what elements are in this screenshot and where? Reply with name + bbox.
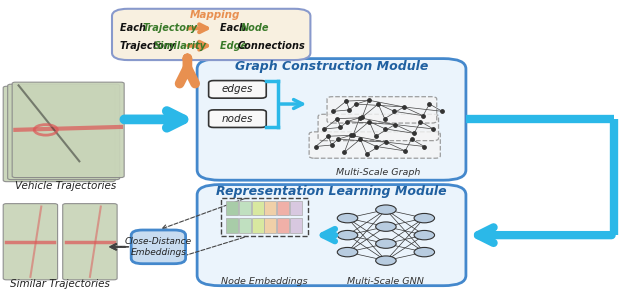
Point [351, 102, 361, 106]
Text: Node: Node [241, 23, 270, 33]
Point [346, 133, 356, 138]
Circle shape [376, 239, 396, 248]
FancyBboxPatch shape [209, 110, 266, 127]
Text: Graph Construction Module: Graph Construction Module [235, 60, 428, 73]
Point [319, 127, 330, 131]
Text: Each: Each [220, 23, 249, 33]
FancyBboxPatch shape [209, 81, 266, 98]
Circle shape [337, 247, 358, 257]
Bar [277, 218, 289, 233]
Point [428, 127, 438, 131]
Point [380, 127, 390, 131]
Point [399, 105, 409, 109]
Point [371, 134, 381, 139]
Point [328, 109, 339, 114]
Bar [290, 201, 302, 215]
FancyBboxPatch shape [197, 59, 466, 180]
Point [332, 116, 342, 121]
Point [341, 99, 351, 103]
Point [339, 150, 349, 155]
Text: Trajectory: Trajectory [143, 23, 198, 33]
Point [390, 122, 400, 127]
Point [357, 115, 367, 120]
Text: Multi-Scale GNN: Multi-Scale GNN [348, 277, 424, 286]
Circle shape [376, 222, 396, 231]
Point [364, 98, 374, 103]
Point [355, 115, 365, 120]
Circle shape [414, 213, 435, 223]
Point [415, 119, 426, 124]
FancyBboxPatch shape [327, 97, 436, 123]
Point [335, 125, 346, 130]
Text: Vehicle Trajectories: Vehicle Trajectories [15, 181, 116, 191]
Text: Edge: Edge [220, 41, 250, 51]
Bar [252, 218, 264, 233]
Circle shape [337, 213, 358, 223]
Point [333, 137, 343, 142]
FancyBboxPatch shape [197, 185, 466, 286]
FancyBboxPatch shape [3, 204, 58, 280]
Point [310, 144, 321, 149]
Bar [239, 218, 251, 233]
Circle shape [414, 230, 435, 240]
Text: Multi-Scale Graph: Multi-Scale Graph [336, 168, 420, 177]
Point [362, 151, 372, 156]
FancyBboxPatch shape [3, 86, 115, 182]
Circle shape [337, 230, 358, 240]
Bar [264, 218, 276, 233]
Point [355, 137, 365, 142]
Point [373, 102, 383, 106]
FancyBboxPatch shape [63, 204, 117, 280]
Text: Representation Learning Module: Representation Learning Module [216, 185, 447, 197]
FancyBboxPatch shape [8, 84, 120, 180]
Point [424, 102, 435, 106]
Text: Close-Distance
Embeddings: Close-Distance Embeddings [125, 237, 192, 257]
Text: Node Embeddings: Node Embeddings [221, 277, 308, 286]
Point [348, 132, 358, 137]
Text: Trajectory: Trajectory [120, 41, 178, 51]
Text: Connections: Connections [237, 41, 305, 51]
Point [409, 131, 419, 136]
Point [406, 137, 417, 142]
Bar [226, 201, 238, 215]
Point [437, 109, 447, 114]
Text: Mapping: Mapping [190, 10, 241, 20]
Point [400, 149, 410, 153]
Point [419, 144, 429, 149]
FancyBboxPatch shape [131, 230, 186, 264]
Point [380, 116, 390, 121]
Circle shape [414, 247, 435, 257]
FancyBboxPatch shape [112, 9, 310, 60]
Point [323, 134, 333, 139]
FancyBboxPatch shape [318, 114, 438, 141]
Text: Similar Trajectories: Similar Trajectories [10, 279, 110, 289]
Bar [252, 201, 264, 215]
Circle shape [376, 205, 396, 214]
Text: nodes: nodes [221, 114, 253, 124]
Text: Similarity: Similarity [154, 41, 207, 51]
FancyBboxPatch shape [309, 132, 440, 158]
Point [371, 144, 381, 149]
FancyBboxPatch shape [12, 82, 124, 178]
Bar [221, 198, 308, 236]
Bar [239, 201, 251, 215]
Bar [290, 218, 302, 233]
Point [342, 119, 352, 124]
Point [418, 113, 428, 118]
Point [389, 109, 399, 114]
Point [344, 108, 355, 112]
Point [326, 143, 337, 147]
Point [381, 140, 391, 144]
Bar [226, 218, 238, 233]
Bar [264, 201, 276, 215]
Circle shape [376, 256, 396, 265]
Text: Each: Each [120, 23, 149, 33]
Point [364, 119, 374, 124]
Bar [277, 201, 289, 215]
Text: edges: edges [221, 84, 253, 94]
